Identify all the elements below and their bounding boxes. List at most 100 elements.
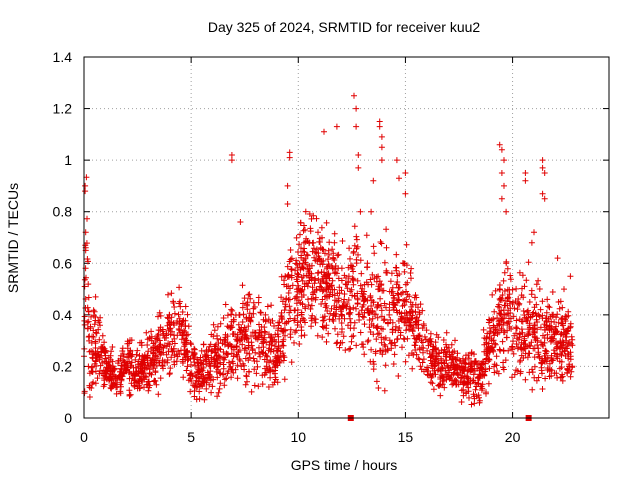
data-point [281,326,288,333]
data-point [228,157,235,164]
data-point [533,301,540,308]
data-point [224,351,231,358]
data-point [381,300,388,307]
data-point [95,326,102,333]
data-point [554,374,561,381]
data-point [232,366,239,373]
data-point [514,299,521,306]
data-point [279,350,286,357]
data-point [453,381,459,388]
data-point [401,268,408,275]
y-tick-label: 1.4 [53,49,73,65]
data-point [440,374,447,381]
data-point [417,301,424,308]
data-point [117,388,124,395]
data-point [178,336,185,343]
data-point [358,270,365,277]
data-point [176,284,183,291]
data-point [261,356,268,363]
data-point [524,309,531,315]
data-point [93,363,100,369]
x-tick-label: 20 [505,429,521,445]
data-point [196,357,202,363]
data-point [84,256,91,262]
data-point [497,347,504,354]
data-point [484,330,491,337]
data-point [138,373,145,380]
data-point [262,329,269,336]
data-point [139,368,146,375]
data-point [398,291,405,297]
data-point [521,312,528,318]
data-point [230,331,237,337]
data-point [276,359,283,366]
data-point [241,295,248,302]
data-point [332,325,338,332]
data-point [95,352,101,359]
data-point [452,376,459,383]
data-point [536,286,543,292]
data-point [81,283,88,290]
data-point [531,322,538,329]
data-point [286,149,293,156]
data-point [378,144,385,151]
data-point [92,368,99,375]
data-point [338,320,345,326]
data-point [192,380,199,387]
data-point [87,325,94,332]
data-point [322,250,328,257]
data-point [339,303,346,310]
data-point [537,324,544,331]
data-point [331,302,338,309]
data-point [225,342,232,349]
data-point [548,335,555,342]
data-point [168,290,175,297]
data-point [157,341,164,348]
data-point [180,317,187,324]
data-point [505,347,512,354]
data-point [282,332,288,339]
data-point [383,244,390,251]
data-point [126,375,133,382]
data-point [302,208,309,215]
data-point [184,347,190,354]
data-point [518,326,525,333]
data-point [532,294,538,301]
data-point [213,353,220,359]
data-point [491,363,497,370]
data-point [160,349,167,356]
data-point [237,219,244,225]
data-point [434,367,441,374]
data-point [298,274,305,281]
data-point [288,266,295,273]
data-point [439,364,446,371]
data-point [233,343,240,350]
data-point [370,299,377,306]
data-point [293,300,300,307]
data-point [299,286,306,293]
data-point [160,365,166,372]
data-point [373,336,380,343]
data-point [497,297,504,304]
data-point [347,255,353,262]
data-point [551,319,558,325]
data-point [537,306,544,313]
data-point [416,311,423,318]
data-point [541,352,548,359]
data-point [146,370,153,377]
data-point [259,372,266,379]
data-point [217,320,224,327]
data-point [277,353,284,360]
data-point [392,342,399,349]
data-point [406,293,413,300]
data-point [187,340,194,347]
data-point [315,276,322,283]
data-point [526,350,533,357]
x-tick-label: 15 [398,429,414,445]
data-point [431,360,438,367]
data-point [145,387,152,394]
data-point [468,360,475,367]
data-point [188,341,195,348]
data-point [516,358,523,365]
data-point [517,344,524,351]
